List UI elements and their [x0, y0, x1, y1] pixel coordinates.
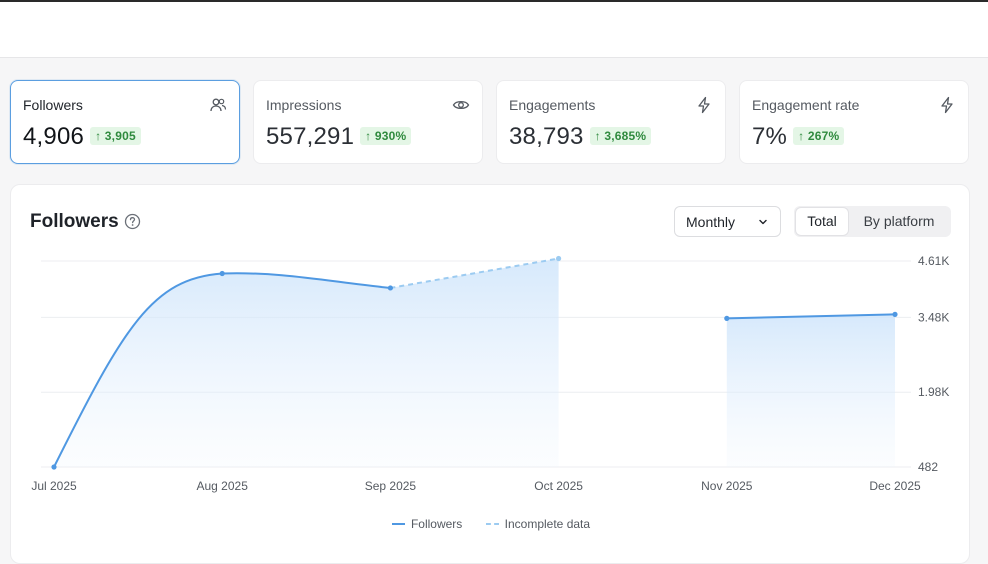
series-line-incomplete — [390, 257, 559, 289]
change-badge: ↑ 3,685% — [589, 127, 652, 145]
data-point — [724, 315, 730, 321]
x-tick-label: Oct 2025 — [534, 479, 583, 493]
help-icon[interactable] — [124, 213, 141, 230]
x-tick-label: Aug 2025 — [197, 479, 249, 493]
data-point — [387, 285, 393, 291]
legend-item-followers[interactable]: Followers — [391, 517, 463, 531]
legend-item-incomplete[interactable]: Incomplete data — [485, 517, 591, 531]
period-dropdown-value: Monthly — [686, 214, 736, 230]
y-tick-label: 4.61K — [918, 254, 949, 268]
card-followers[interactable]: Followers 4,906 ↑ 3,905 — [10, 80, 240, 164]
card-value-text: 7% — [752, 123, 788, 150]
lightning-icon — [698, 96, 710, 114]
card-label: Engagement rate — [752, 97, 860, 113]
x-tick-label: Sep 2025 — [365, 479, 417, 493]
card-value-text: 4,906 — [23, 123, 85, 150]
card-value-text: 557,291 — [266, 123, 355, 150]
period-dropdown[interactable]: Monthly — [674, 206, 781, 237]
card-engagements[interactable]: Engagements 38,793 ↑ 3,685% — [496, 80, 726, 164]
x-tick-label: Dec 2025 — [869, 479, 921, 493]
change-badge: ↑ 930% — [360, 127, 412, 145]
view-toggle: Total By platform — [794, 206, 951, 237]
eye-icon — [452, 100, 470, 110]
people-icon — [210, 98, 227, 112]
data-point — [892, 311, 898, 317]
chart-legend: Followers Incomplete data — [11, 517, 971, 531]
y-tick-label: 1.98K — [918, 385, 949, 399]
legend-swatch-dashed — [485, 522, 499, 525]
lightning-icon — [941, 96, 953, 114]
card-value: 7% ↑ 267% — [752, 123, 845, 151]
card-value: 38,793 ↑ 3,685% — [509, 123, 652, 151]
legend-label: Followers — [410, 517, 463, 531]
toggle-total[interactable]: Total — [796, 208, 848, 235]
x-tick-label: Jul 2025 — [31, 479, 77, 493]
legend-swatch-solid — [391, 522, 405, 525]
card-engagement-rate[interactable]: Engagement rate 7% ↑ 267% — [739, 80, 969, 164]
toggle-by-platform[interactable]: By platform — [863, 213, 935, 229]
y-tick-label: 482 — [918, 460, 938, 474]
card-label: Engagements — [509, 97, 596, 113]
card-value-text: 38,793 — [509, 123, 584, 150]
top-bar — [0, 0, 988, 58]
followers-chart-panel: Followers Monthly Total By platform 482 1… — [10, 184, 970, 564]
area-fill-jul-oct — [54, 258, 559, 467]
metric-cards: Followers 4,906 ↑ 3,905 Impressions 557,2… — [10, 80, 970, 164]
card-impressions[interactable]: Impressions 557,291 ↑ 930% — [253, 80, 483, 164]
legend-label: Incomplete data — [504, 517, 591, 531]
followers-chart: 482 1.98K 3.48K 4.61K Jul 2025 Aug 2025 Sep 20… — [31, 254, 949, 493]
card-value: 557,291 ↑ 930% — [266, 123, 412, 151]
series-line-followers — [53, 272, 391, 468]
area-fill-nov-dec — [726, 314, 895, 467]
series-line-followers-nov-dec — [726, 313, 896, 320]
x-tick-label: Nov 2025 — [701, 479, 753, 493]
card-label: Impressions — [266, 97, 342, 113]
data-point — [51, 464, 57, 470]
card-value: 4,906 ↑ 3,905 — [23, 123, 141, 151]
change-badge: ↑ 267% — [793, 127, 845, 145]
chart-title: Followers — [30, 211, 119, 232]
change-badge: ↑ 3,905 — [90, 127, 141, 145]
data-point — [219, 270, 225, 277]
y-tick-label: 3.48K — [918, 310, 949, 324]
chevron-down-icon — [759, 219, 767, 225]
data-point-incomplete — [556, 255, 562, 262]
card-label: Followers — [23, 97, 83, 113]
